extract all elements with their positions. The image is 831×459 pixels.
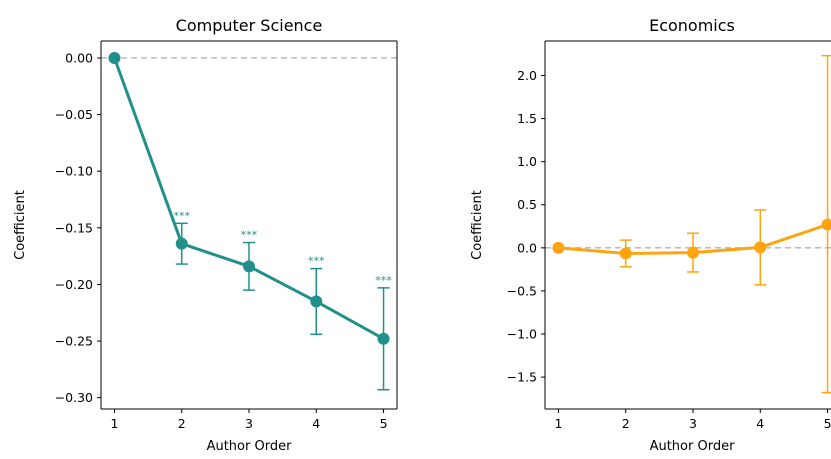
data-point: [552, 241, 565, 254]
x-tick-label: 4: [312, 416, 320, 431]
y-tick-label: −1.0: [507, 327, 537, 342]
chart-panel-1: Computer Science 0.00 −0.05 −0.10 −0.15 −0.20…: [13, 16, 398, 454]
x-tick-label: 1: [110, 416, 118, 431]
data-point: [754, 241, 767, 254]
chart-title: Computer Science: [176, 16, 323, 35]
y-axis-label: Coefficient: [470, 190, 485, 260]
y-tick-label: −0.10: [55, 164, 93, 179]
series-line: [113, 57, 385, 341]
y-tick-label: −1.5: [507, 370, 537, 385]
y-tick-label: 0.5: [517, 197, 537, 212]
data-point: [108, 51, 121, 64]
x-tick-label: 1: [554, 416, 562, 431]
significance-label: ***: [173, 209, 190, 222]
x-tick-label: 3: [689, 416, 697, 431]
y-tick-label: −0.30: [55, 390, 93, 405]
significance-label: ***: [241, 229, 258, 242]
x-tick-label: 2: [622, 416, 630, 431]
data-point: [619, 247, 632, 260]
significance-label: ***: [375, 274, 392, 287]
x-axis-label: Author Order: [207, 439, 292, 454]
x-tick-label: 3: [245, 416, 253, 431]
x-tick-label: 4: [756, 416, 764, 431]
y-axis-label: Coefficient: [13, 190, 28, 260]
y-tick-label: 1.0: [517, 154, 537, 169]
y-tick-label: −0.15: [55, 220, 93, 235]
chart-title: Economics: [649, 16, 735, 35]
chart-panel-2: Economics 2.0 1.5 1.0 0.5 0.0 −0.5 −1.0 −1.5 1 2 3 4…: [470, 16, 831, 454]
data-point: [687, 246, 699, 259]
data-point: [377, 332, 390, 345]
y-tick-label: −0.25: [55, 334, 93, 349]
data-point: [821, 218, 831, 231]
x-axis-label: Author Order: [650, 439, 735, 454]
x-tick-label: 2: [178, 416, 186, 431]
data-point: [243, 260, 255, 273]
data-point: [310, 295, 323, 308]
y-tick-label: −0.20: [55, 277, 93, 292]
data-point: [175, 237, 188, 250]
x-tick-label: 5: [380, 416, 388, 431]
y-tick-label: −0.5: [507, 283, 537, 298]
x-tick-label: 5: [824, 416, 831, 431]
y-tick-label: −0.05: [55, 107, 93, 122]
significance-label: ***: [308, 255, 325, 268]
y-tick-label: 2.0: [517, 68, 537, 83]
y-tick-label: 0.0: [517, 240, 537, 255]
y-tick-label: 1.5: [517, 111, 537, 126]
y-tick-label: 0.00: [65, 50, 93, 65]
